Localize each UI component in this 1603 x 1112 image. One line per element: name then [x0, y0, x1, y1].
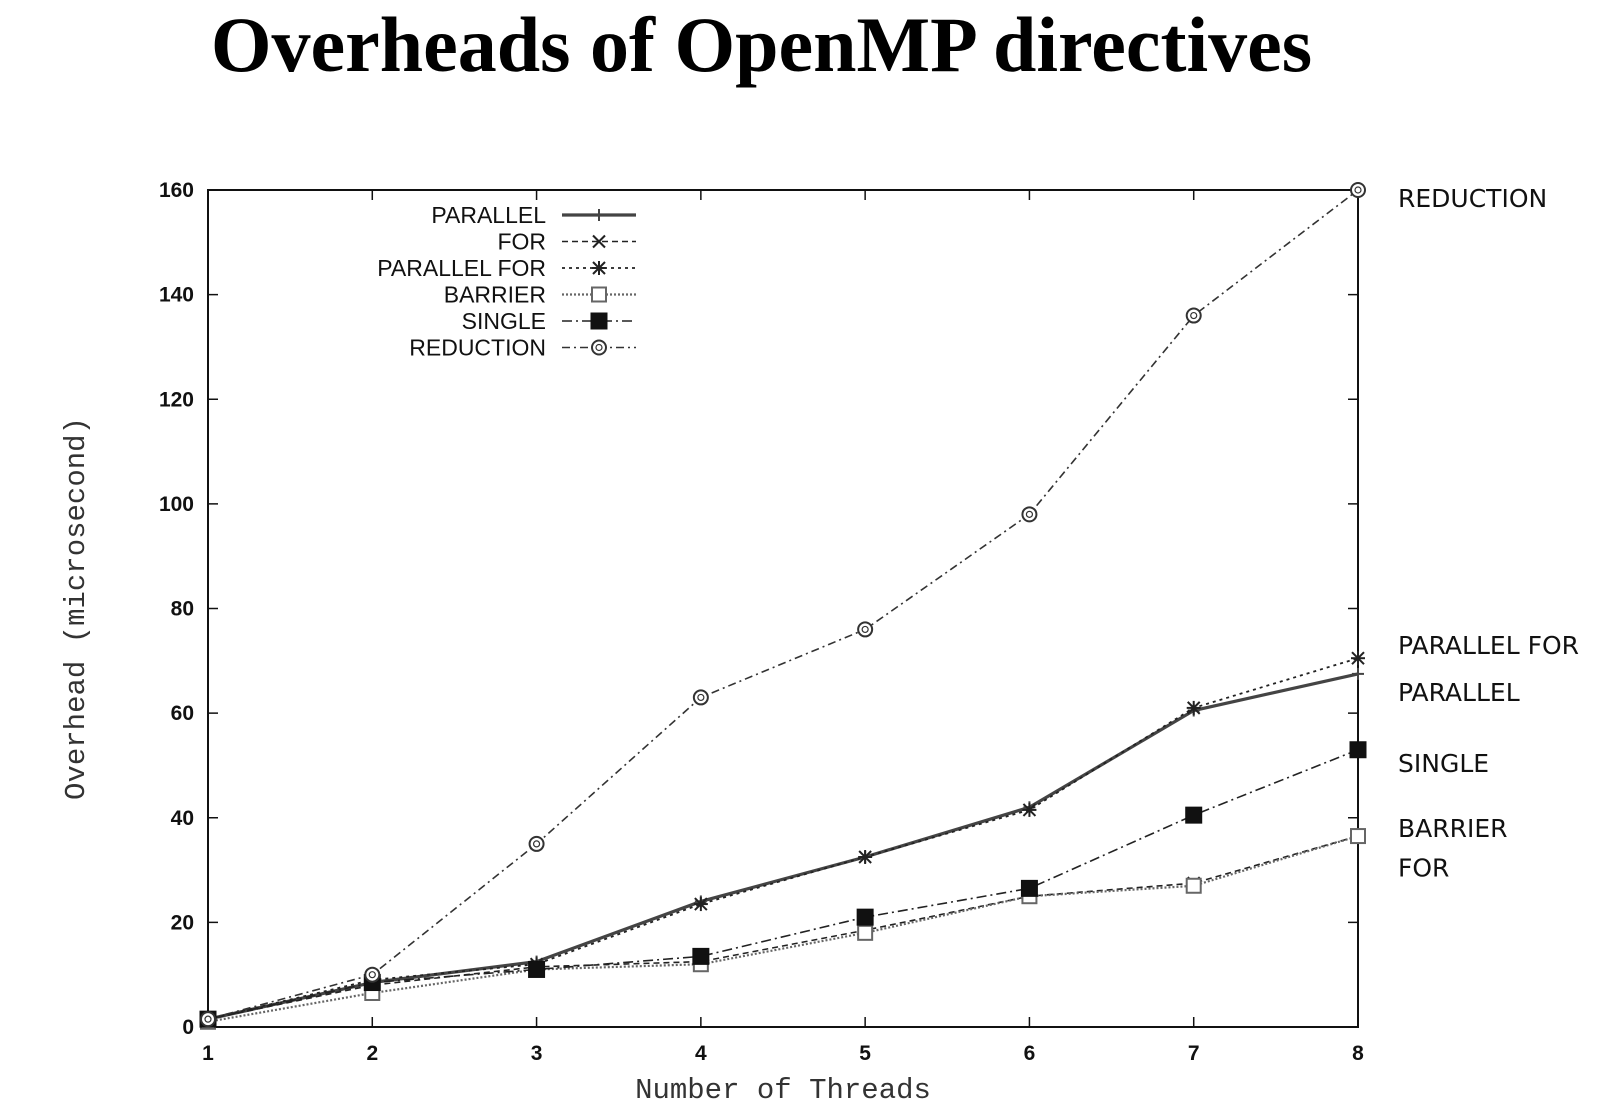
data-point-single: [1020, 879, 1038, 897]
annotation-reduction: REDUCTION: [1398, 184, 1547, 213]
y-tick-label: 40: [171, 807, 194, 830]
plot-frame: [207, 189, 1359, 1028]
data-point-parallel-for: [1022, 802, 1037, 817]
x-tick-label: 8: [1352, 1042, 1364, 1065]
data-point-single: [856, 908, 874, 926]
annotation-barrier: BARRIER: [1398, 814, 1508, 843]
data-point-reduction: [1350, 182, 1366, 198]
y-axis-label: Overhead (microsecond): [60, 417, 93, 800]
data-point-single: [1349, 741, 1367, 759]
legend-item-parallel: PARALLEL: [431, 202, 636, 228]
data-point-reduction: [1021, 506, 1038, 523]
data-point-barrier: [857, 924, 874, 941]
legend-swatch-marker: [592, 234, 606, 249]
legend-swatch-marker: [591, 339, 607, 356]
legend-label: PARALLEL: [431, 202, 546, 228]
x-tick-label: 1: [202, 1042, 214, 1065]
series-line-single: [207, 749, 1359, 1020]
x-axis: 1 2 3 4 5 6 7 8: [202, 190, 1364, 1065]
y-tick-label: 20: [171, 911, 194, 934]
annotation-parallel-for: PARALLEL FOR: [1398, 631, 1579, 660]
data-point-reduction: [857, 621, 874, 638]
legend-swatch-marker: [592, 261, 606, 275]
side-annotations: REDUCTION PARALLEL FOR PARALLEL SINGLE BARRI…: [1398, 184, 1579, 883]
annotation-parallel: PARALLEL: [1398, 678, 1520, 707]
annotation-for: FOR: [1398, 853, 1449, 882]
data-point-reduction: [692, 689, 709, 706]
series-layer: [199, 182, 1367, 1030]
y-axis: 0 20 40 60 80 100 120 140 160: [159, 179, 1358, 1039]
series-single: [199, 741, 1367, 1028]
series-line-parallel: [207, 672, 1359, 1021]
slide-title: Overheads of OpenMP directives: [210, 1, 1313, 88]
legend-item-for: FOR: [497, 229, 636, 255]
y-tick-label: 80: [171, 598, 194, 621]
data-point-barrier: [1185, 877, 1202, 894]
data-point-barrier: [1350, 828, 1366, 845]
y-tick-label: 160: [159, 179, 194, 202]
legend-label: BARRIER: [444, 282, 546, 308]
legend-label: REDUCTION: [409, 335, 546, 361]
data-point-reduction: [528, 835, 545, 852]
data-point-parallel-for: [858, 849, 873, 864]
legend-item-reduction: REDUCTION: [409, 335, 636, 361]
x-tick-label: 5: [859, 1042, 871, 1065]
series-reduction: [200, 182, 1366, 1028]
data-point-single: [528, 960, 546, 978]
x-tick-label: 7: [1188, 1042, 1200, 1065]
data-point-reduction: [1185, 307, 1202, 324]
y-tick-label: 100: [159, 493, 194, 516]
legend-swatch-marker: [593, 209, 605, 221]
x-tick-label: 4: [695, 1042, 707, 1065]
legend-label: FOR: [497, 229, 546, 255]
legend-item-parallel-for: PARALLEL FOR: [377, 255, 636, 281]
data-point-parallel-for: [693, 897, 708, 912]
y-tick-label: 120: [159, 388, 194, 411]
data-point-single: [692, 947, 710, 965]
data-point-reduction: [364, 966, 381, 983]
legend-swatch-marker: [590, 312, 608, 330]
series-line-reduction: [207, 189, 1359, 1020]
series-line-parallel-for: [207, 657, 1359, 1021]
data-point-reduction: [200, 1011, 216, 1028]
y-tick-label: 0: [182, 1016, 194, 1039]
legend-item-single: SINGLE: [462, 308, 636, 334]
data-point-single: [1185, 806, 1203, 824]
legend-swatch-marker: [591, 286, 607, 303]
plot-border: [207, 189, 1359, 1028]
series-barrier: [200, 828, 1366, 1030]
data-point-parallel-for: [1186, 700, 1201, 715]
legend-label: PARALLEL FOR: [377, 255, 546, 281]
legend-label: SINGLE: [462, 308, 546, 334]
series-line-for: [207, 835, 1359, 1020]
x-axis-label: Number of Threads: [635, 1074, 931, 1107]
y-tick-label: 60: [171, 702, 194, 725]
data-point-parallel: [1352, 667, 1364, 680]
legend-item-barrier: BARRIER: [444, 282, 636, 308]
x-tick-label: 3: [531, 1042, 543, 1065]
series-line-barrier: [207, 835, 1359, 1023]
y-tick-label: 140: [159, 284, 194, 307]
data-point-parallel-for: [1351, 651, 1365, 666]
x-tick-label: 2: [366, 1042, 378, 1065]
annotation-single: SINGLE: [1398, 749, 1489, 778]
x-tick-label: 6: [1024, 1042, 1036, 1065]
